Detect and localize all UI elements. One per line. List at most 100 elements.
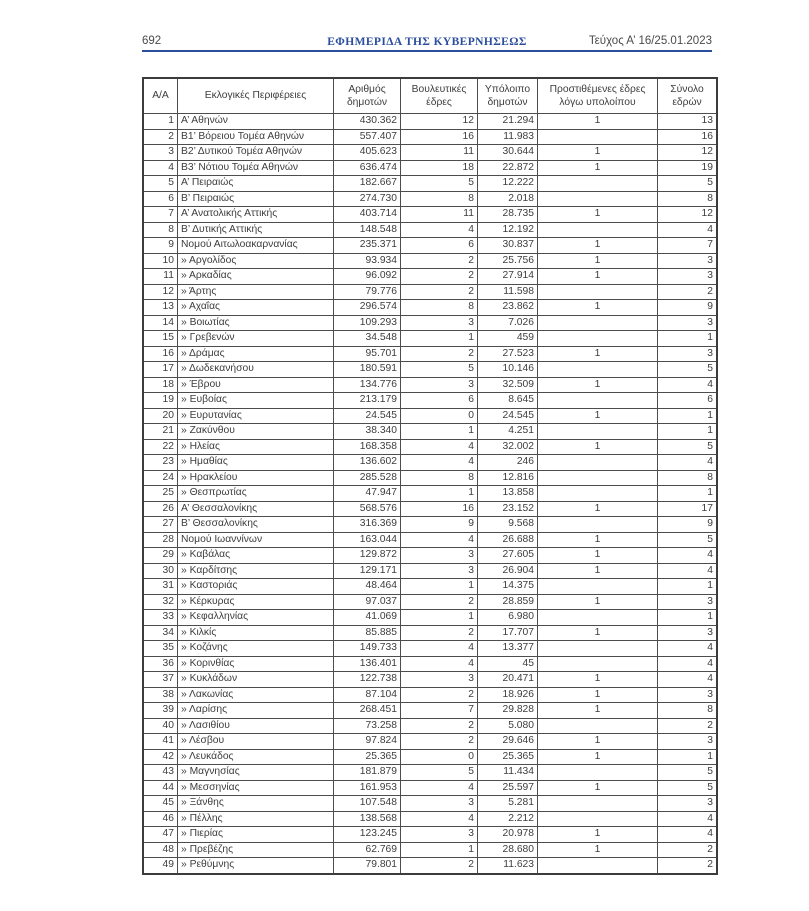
cell-municipal-voters: 62.769: [333, 841, 401, 858]
cell-parliamentary-seats: 1: [400, 578, 478, 595]
cell-parliamentary-seats: 1: [400, 423, 478, 440]
cell-remainder-voters: 28.680: [477, 841, 538, 858]
cell-added-seats: [537, 175, 658, 192]
table-row: 49» Ρεθύμνης 79.801 2 11.623 2: [142, 857, 718, 874]
cell-added-seats: [537, 717, 658, 734]
cell-aa: 21: [142, 423, 178, 440]
cell-remainder-voters: 18.926: [477, 686, 538, 703]
table-row: 29» Καβάλας 129.872 3 27.605 1 4: [142, 547, 718, 564]
cell-parliamentary-seats: 8: [400, 469, 478, 486]
cell-aa: 24: [142, 469, 178, 486]
cell-aa: 18: [142, 376, 178, 393]
cell-district: » Κυκλάδων: [177, 671, 334, 688]
cell-added-seats: [537, 655, 658, 672]
cell-parliamentary-seats: 2: [400, 717, 478, 734]
cell-added-seats: [537, 857, 658, 874]
cell-added-seats: [537, 469, 658, 486]
cell-parliamentary-seats: 12: [400, 113, 478, 130]
cell-aa: 23: [142, 454, 178, 471]
cell-added-seats: 1: [537, 671, 658, 688]
cell-total-seats: 1: [657, 330, 718, 347]
cell-total-seats: 2: [657, 283, 718, 300]
cell-added-seats: [537, 190, 658, 207]
cell-district: » Γρεβενών: [177, 330, 334, 347]
cell-parliamentary-seats: 6: [400, 392, 478, 409]
cell-added-seats: 1: [537, 686, 658, 703]
cell-district: » Λαρίσης: [177, 702, 334, 719]
cell-parliamentary-seats: 2: [400, 733, 478, 750]
cell-aa: 16: [142, 345, 178, 362]
cell-remainder-voters: 32.002: [477, 438, 538, 455]
cell-parliamentary-seats: 7: [400, 702, 478, 719]
table-row: 45» Ξάνθης 107.548 3 5.281 3: [142, 795, 718, 812]
cell-added-seats: [537, 361, 658, 378]
cell-municipal-voters: 180.591: [333, 361, 401, 378]
cell-district: Β2’ Δυτικού Τομέα Αθηνών: [177, 144, 334, 161]
cell-municipal-voters: 148.548: [333, 221, 401, 238]
cell-added-seats: [537, 423, 658, 440]
cell-district: » Καστοριάς: [177, 578, 334, 595]
cell-municipal-voters: 24.545: [333, 407, 401, 424]
table-row: 47» Πιερίας 123.245 3 20.978 1 4: [142, 826, 718, 843]
cell-remainder-voters: 246: [477, 454, 538, 471]
cell-remainder-voters: 32.509: [477, 376, 538, 393]
cell-aa: 3: [142, 144, 178, 161]
cell-added-seats: [537, 516, 658, 533]
table-row: 24» Ηρακλείου 285.528 8 12.816 8: [142, 469, 718, 486]
cell-remainder-voters: 5.281: [477, 795, 538, 812]
table-row: 12» Άρτης 79.776 2 11.598 2: [142, 283, 718, 300]
cell-total-seats: 4: [657, 655, 718, 672]
cell-district: » Αρκαδίας: [177, 268, 334, 285]
cell-total-seats: 5: [657, 361, 718, 378]
cell-total-seats: 9: [657, 516, 718, 533]
table-row: 22» Ηλείας 168.358 4 32.002 1 5: [142, 438, 718, 455]
cell-parliamentary-seats: 2: [400, 268, 478, 285]
masthead-title: ΕΦΗΜΕΡΙΔΑ ΤΗΣ ΚΥΒΕΡΝΗΣΕΩΣ: [327, 36, 527, 48]
cell-remainder-voters: 14.375: [477, 578, 538, 595]
cell-remainder-voters: 28.735: [477, 206, 538, 223]
cell-municipal-voters: 48.464: [333, 578, 401, 595]
cell-total-seats: 3: [657, 268, 718, 285]
cell-added-seats: 1: [537, 407, 658, 424]
cell-parliamentary-seats: 2: [400, 283, 478, 300]
cell-aa: 26: [142, 500, 178, 517]
cell-municipal-voters: 296.574: [333, 299, 401, 316]
cell-parliamentary-seats: 3: [400, 547, 478, 564]
cell-aa: 7: [142, 206, 178, 223]
cell-remainder-voters: 30.644: [477, 144, 538, 161]
cell-district: Β3’ Νότιου Τομέα Αθηνών: [177, 159, 334, 176]
cell-remainder-voters: 12.192: [477, 221, 538, 238]
cell-added-seats: [537, 330, 658, 347]
header-rule: [142, 50, 712, 52]
cell-parliamentary-seats: 4: [400, 531, 478, 548]
cell-parliamentary-seats: 3: [400, 562, 478, 579]
cell-aa: 46: [142, 810, 178, 827]
cell-municipal-voters: 403.714: [333, 206, 401, 223]
cell-total-seats: 5: [657, 531, 718, 548]
cell-remainder-voters: 25.756: [477, 252, 538, 269]
table-row: 26 Α’ Θεσσαλονίκης 568.576 16 23.152 1 17: [142, 500, 718, 517]
cell-aa: 12: [142, 283, 178, 300]
cell-added-seats: [537, 221, 658, 238]
cell-remainder-voters: 25.365: [477, 748, 538, 765]
cell-remainder-voters: 8.645: [477, 392, 538, 409]
cell-district: Α’ Αθηνών: [177, 113, 334, 130]
cell-parliamentary-seats: 4: [400, 454, 478, 471]
cell-total-seats: 8: [657, 190, 718, 207]
cell-aa: 39: [142, 702, 178, 719]
cell-district: » Θεσπρωτίας: [177, 485, 334, 502]
cell-aa: 28: [142, 531, 178, 548]
table-row: 1 Α’ Αθηνών 430.362 12 21.294 1 13: [142, 113, 718, 130]
cell-remainder-voters: 5.080: [477, 717, 538, 734]
cell-municipal-voters: 85.885: [333, 624, 401, 641]
cell-district: » Λέσβου: [177, 733, 334, 750]
cell-remainder-voters: 30.837: [477, 237, 538, 254]
page-number: 692: [142, 35, 162, 47]
cell-aa: 37: [142, 671, 178, 688]
cell-district: » Μεσσηνίας: [177, 779, 334, 796]
cell-remainder-voters: 26.904: [477, 562, 538, 579]
table-row: 39» Λαρίσης 268.451 7 29.828 1 8: [142, 702, 718, 719]
cell-municipal-voters: 107.548: [333, 795, 401, 812]
cell-total-seats: 5: [657, 438, 718, 455]
cell-total-seats: 4: [657, 826, 718, 843]
